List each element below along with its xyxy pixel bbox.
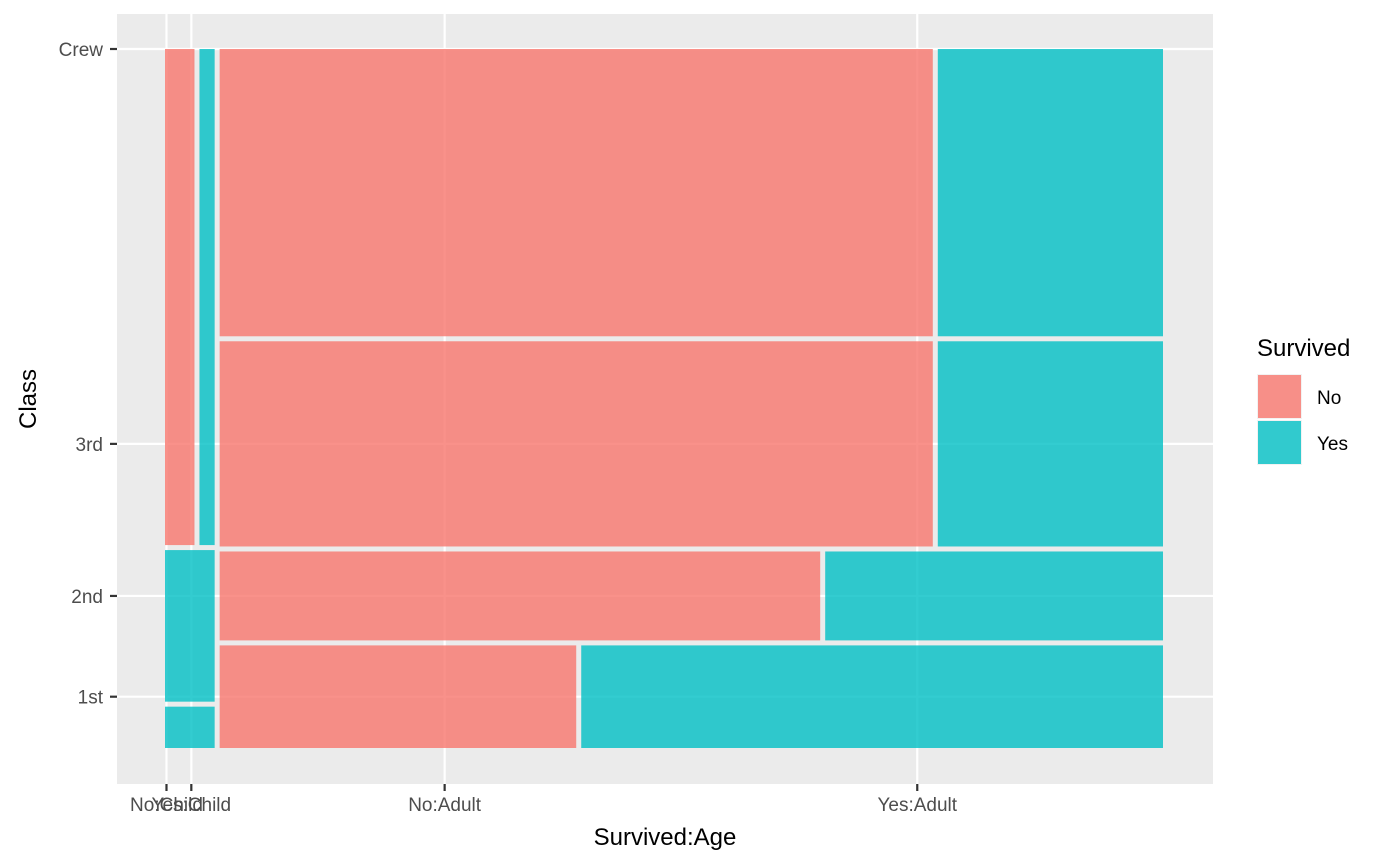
y-axis-title: Class [15, 369, 42, 429]
legend-label-no: No [1317, 388, 1341, 409]
tile-yes-adult-1st [581, 645, 1163, 748]
x-tick-label: Yes:Adult [877, 795, 957, 816]
tile-no-adult-3rd [219, 341, 933, 547]
y-axis: 1st 2nd 3rd Crew [59, 40, 117, 709]
y-tick-label: Crew [59, 40, 104, 61]
legend-swatch-yes [1258, 421, 1301, 464]
tile-no-child-3rd [165, 49, 195, 546]
tile-yes-child-1st [165, 706, 215, 748]
x-axis-title: Survived:Age [594, 824, 737, 851]
y-tick-label: 1st [78, 688, 104, 709]
y-tick-label: 2nd [71, 587, 103, 608]
legend-title: Survived [1257, 335, 1350, 362]
tile-no-adult-crew [219, 49, 933, 337]
legend-swatch-no [1258, 375, 1301, 418]
y-tick-label: 3rd [76, 435, 103, 456]
mosaic-tiles [165, 49, 1163, 748]
tile-yes-adult-3rd [937, 341, 1163, 547]
tile-yes-child-2nd [165, 550, 215, 702]
tile-yes-child-3rd [199, 49, 215, 546]
legend: Survived No Yes [1257, 335, 1350, 465]
tile-no-adult-1st [219, 645, 577, 748]
legend-label-yes: Yes [1317, 434, 1348, 455]
x-tick-label: No:Adult [408, 795, 482, 816]
tile-yes-adult-2nd [825, 551, 1163, 641]
x-tick-label: Yes:Child [152, 795, 232, 816]
tile-yes-adult-crew [937, 49, 1163, 337]
x-tick-label: No:Child [130, 795, 203, 816]
tile-no-adult-2nd [219, 551, 821, 641]
